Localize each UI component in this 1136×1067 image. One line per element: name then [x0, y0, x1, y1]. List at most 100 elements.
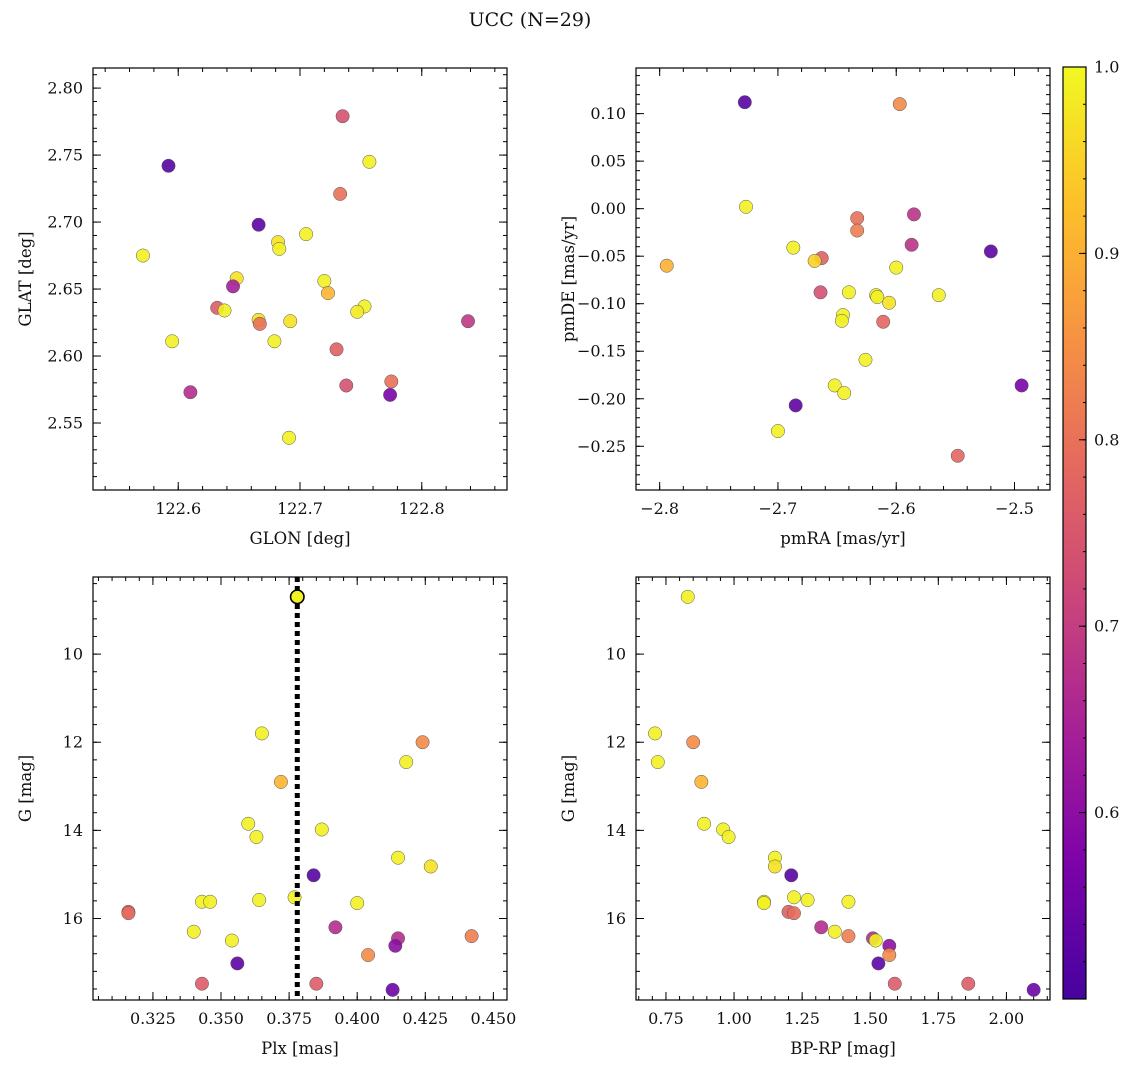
scatter-point	[333, 186, 348, 201]
scatter-point	[384, 374, 399, 389]
scatter-point	[203, 894, 218, 909]
scatter-point	[423, 859, 438, 874]
ticks	[635, 68, 1050, 490]
scatter-point	[161, 158, 176, 173]
scatter-point	[659, 258, 674, 273]
y-tick-label: −0.20	[577, 389, 626, 408]
scatter-point	[887, 976, 902, 991]
y-tick-label: 12	[606, 733, 626, 752]
x-axis-label: pmRA [mas/yr]	[780, 529, 905, 548]
y-tick-label: −0.15	[577, 342, 626, 361]
scatter-point	[950, 448, 965, 463]
x-tick-label: 1.25	[784, 1009, 820, 1028]
scatter-point	[135, 248, 150, 263]
x-tick-label: −2.5	[995, 499, 1034, 518]
x-tick-label: 0.375	[266, 1009, 312, 1028]
y-axis-label: G [mag]	[16, 755, 35, 822]
scatter-point	[648, 726, 663, 741]
scatter-point	[249, 830, 264, 844]
scatter-point	[309, 976, 324, 991]
y-tick-label: 10	[606, 645, 626, 664]
x-tick-label: 0.75	[648, 1009, 684, 1028]
markers	[659, 95, 1029, 463]
colorbar-tick-label: 0.9	[1094, 244, 1119, 263]
scatter-point	[299, 227, 314, 242]
scatter-point	[907, 207, 921, 222]
scatter-point	[739, 199, 753, 214]
scatter-point	[1026, 982, 1041, 997]
scatter-point	[876, 314, 891, 329]
scatter-point	[339, 378, 354, 393]
x-tick-label: 0.400	[334, 1009, 380, 1028]
scatter-point	[388, 938, 403, 953]
x-tick-label: 122.6	[155, 499, 201, 518]
scatter-point	[757, 896, 771, 911]
scatter-point	[335, 109, 350, 124]
axes-frame	[635, 67, 1051, 491]
x-tick-label: 0.350	[198, 1009, 244, 1028]
y-tick-label: 0.10	[590, 104, 626, 123]
panel-pmra-pmde: −2.8 −2.7 −2.6 −2.5 −0.25 −0.20 −0.15 −0.10 −0.0…	[559, 67, 1051, 548]
scatter-point	[834, 313, 849, 328]
highlighted-point	[289, 589, 305, 605]
scatter-point	[282, 430, 296, 445]
markers	[135, 109, 475, 445]
scatter-point	[697, 816, 712, 831]
scatter-point	[870, 290, 885, 305]
markers	[648, 589, 1041, 997]
y-tick-label: 0.05	[590, 152, 626, 171]
scatter-point	[841, 894, 856, 909]
scatter-point	[882, 295, 897, 310]
scatter-point	[328, 920, 343, 935]
scatter-point	[694, 774, 709, 789]
scatter-point	[961, 976, 976, 991]
scatter-point	[350, 896, 365, 911]
x-tick-label: −2.7	[759, 499, 798, 518]
scatter-point	[272, 241, 287, 256]
panel-glon-glat: 122.6 122.7 122.8 2.55 2.60 2.65 2.70 2.75 2.80 G…	[16, 67, 508, 548]
scatter-point	[686, 735, 701, 750]
scatter-point	[306, 868, 321, 883]
y-tick-label: 16	[63, 909, 83, 928]
scatter-point	[841, 929, 856, 944]
scatter-point	[800, 893, 815, 907]
scatter-point	[787, 890, 801, 905]
x-tick-label: 0.425	[402, 1009, 448, 1028]
scatter-point	[383, 387, 398, 402]
scatter-point	[788, 398, 803, 413]
scatter-point	[850, 223, 865, 238]
y-tick-label: 12	[63, 733, 83, 752]
panel-bprp-g: 0.75 1.00 1.25 1.50 1.75 2.00 10 12 14 16 BP-RP [m…	[559, 576, 1051, 1058]
scatter-point	[314, 822, 329, 837]
scatter-point	[224, 933, 239, 948]
scatter-point	[267, 334, 282, 349]
y-tick-label: 10	[63, 645, 83, 664]
scatter-point	[399, 755, 414, 770]
y-axis-label: pmDE [mas/yr]	[559, 216, 578, 342]
scatter-point	[385, 982, 400, 997]
x-tick-label: 0.325	[130, 1009, 176, 1028]
y-axis-label: G [mag]	[559, 755, 578, 822]
y-tick-label: −0.05	[577, 247, 626, 266]
colorbar-tick-label: 0.8	[1094, 430, 1119, 449]
ticks	[636, 577, 1050, 1000]
scatter-point	[813, 285, 828, 300]
y-tick-label: −0.10	[577, 294, 626, 313]
scatter-point	[254, 726, 269, 741]
scatter-point	[787, 906, 801, 921]
scatter-point	[329, 342, 344, 357]
y-tick-label: 2.55	[47, 414, 83, 433]
scatter-point	[889, 260, 904, 275]
panels: 122.6 122.7 122.8 2.55 2.60 2.65 2.70 2.75 2.80 G…	[16, 67, 1051, 1058]
scatter-point	[283, 314, 298, 329]
y-tick-label: 2.80	[47, 79, 83, 98]
scatter-point	[391, 850, 406, 865]
scatter-point	[807, 253, 822, 268]
x-tick-label: 1.00	[716, 1009, 752, 1028]
scatter-point	[983, 244, 998, 259]
y-tick-label: 2.60	[47, 347, 83, 366]
x-tick-label: −2.8	[640, 499, 679, 518]
y-tick-label: −0.25	[577, 437, 626, 456]
axes-frame	[92, 67, 508, 491]
scatter-point	[194, 976, 209, 991]
